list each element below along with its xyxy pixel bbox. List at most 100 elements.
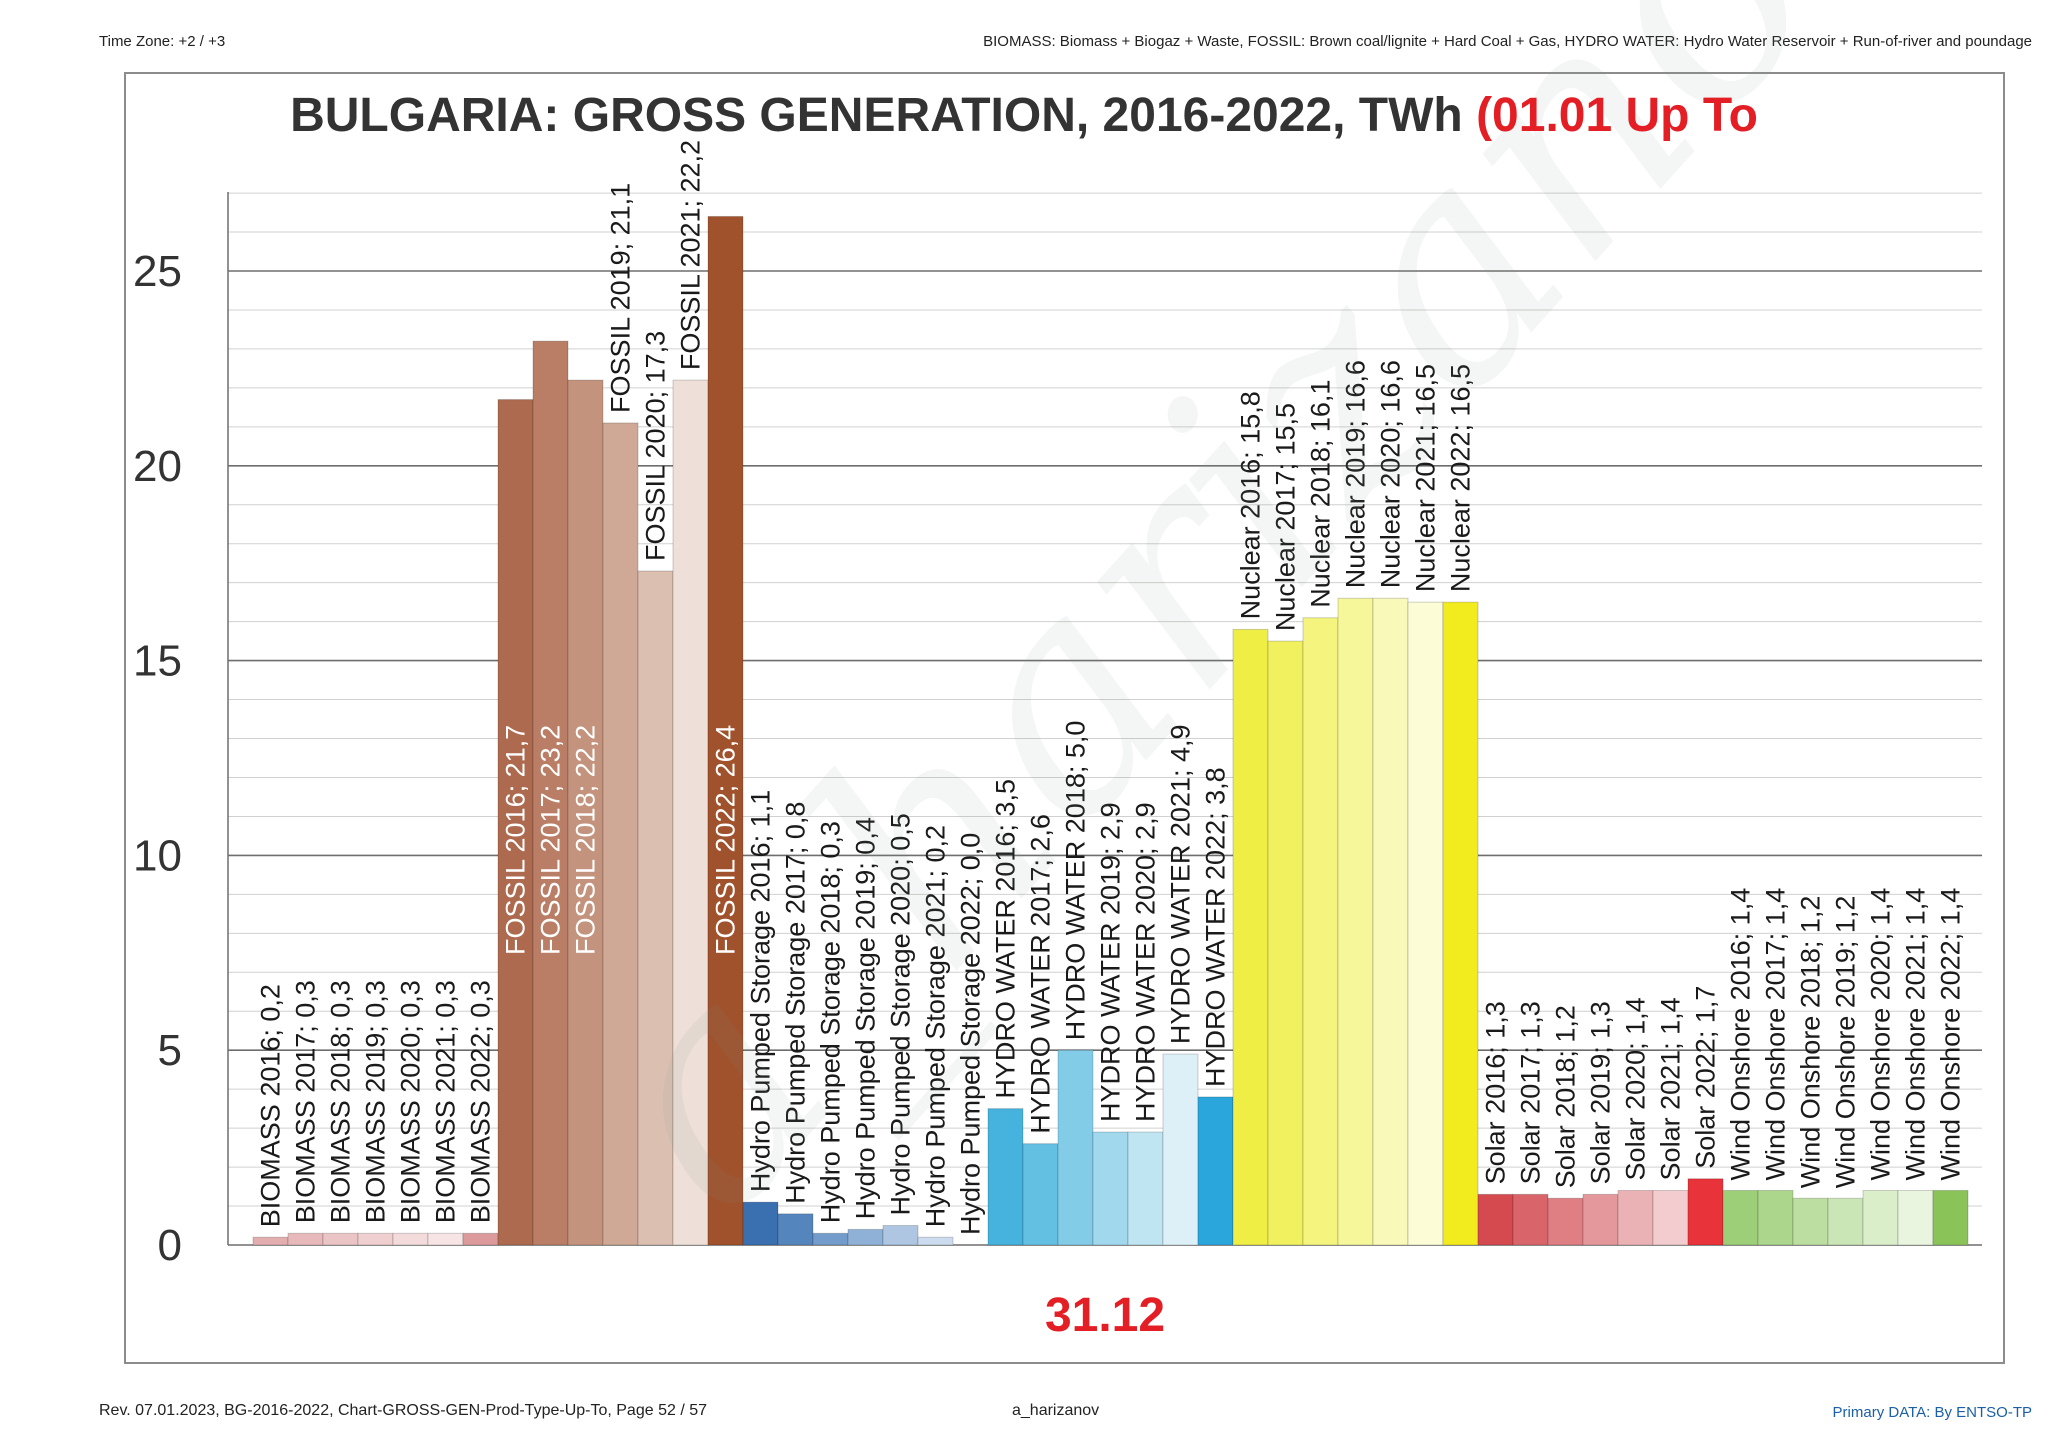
bar-data-label: Nuclear 2022; 16,5 [1446,364,1476,592]
bar [1302,617,1339,1246]
bar [1127,1131,1164,1246]
bar-data-label: Hydro Pumped Storage 2018; 0,3 [816,821,846,1223]
bar [1092,1131,1129,1246]
bar [1022,1143,1059,1246]
bar-data-label: Wind Onshore 2020; 1,4 [1866,888,1896,1181]
bar [532,340,569,1246]
bar-data-label: HYDRO WATER 2021; 4,9 [1166,724,1196,1044]
bar-data-label: Wind Onshore 2021; 1,4 [1901,888,1931,1181]
bar-data-label: BIOMASS 2022; 0,3 [466,980,496,1223]
bar-data-label: Hydro Pumped Storage 2017; 0,8 [781,802,811,1204]
bar [847,1228,884,1246]
bar [497,399,534,1246]
bar-data-label: Hydro Pumped Storage 2016; 1,1 [746,790,776,1192]
bar [672,379,709,1246]
bar-data-label: Hydro Pumped Storage 2020; 0,5 [886,813,916,1215]
bar [1547,1197,1584,1246]
bar [1582,1193,1619,1246]
bar-data-label: FOSSIL 2021; 22,2 [676,140,706,370]
bar-data-label: HYDRO WATER 2019; 2,9 [1096,802,1126,1122]
bar [1407,601,1444,1246]
bar [427,1232,464,1246]
y-tick-label: 25 [133,247,182,296]
bar-data-label: FOSSIL 2019; 21,1 [606,183,636,413]
bar-data-label: Nuclear 2016; 15,8 [1236,391,1266,619]
bar-data-label: Wind Onshore 2016; 1,4 [1726,888,1756,1181]
bar-data-label: Wind Onshore 2017; 1,4 [1761,888,1791,1181]
bar [1477,1193,1514,1246]
bar-data-label: FOSSIL 2016; 21,7 [501,725,531,955]
bar-data-label: Nuclear 2020; 16,6 [1376,360,1406,588]
bar [1162,1053,1199,1246]
bar-data-label: HYDRO WATER 2022; 3,8 [1201,767,1231,1087]
bar-data-label: Solar 2020; 1,4 [1621,997,1651,1180]
y-tick-label: 10 [133,831,182,880]
chart-title-main: BULGARIA: GROSS GENERATION, 2016-2022, T… [290,89,1463,142]
bar [392,1232,429,1246]
bar-data-label: Wind Onshore 2019; 1,2 [1831,896,1861,1189]
bar-data-label: FOSSIL 2020; 17,3 [641,331,671,561]
bar-data-label: Hydro Pumped Storage 2021; 0,2 [921,825,951,1227]
bar-data-label: Hydro Pumped Storage 2019; 0,4 [851,817,881,1219]
bar [707,215,744,1246]
data-source-note: Primary DATA: By ENTSO-TP [1832,1404,2032,1421]
bar [777,1213,814,1246]
bar-data-label: Nuclear 2018; 16,1 [1306,380,1336,608]
bar [1442,601,1479,1246]
bar [1337,597,1374,1246]
bar [882,1225,919,1246]
bar-data-label: HYDRO WATER 2016; 3,5 [991,779,1021,1099]
bar [742,1201,779,1246]
bar-data-label: Solar 2022; 1,7 [1691,986,1721,1169]
bar [1827,1197,1864,1246]
bar [1862,1189,1899,1246]
bar [1232,628,1269,1246]
bar-data-label: BIOMASS 2017; 0,3 [291,980,321,1223]
bar [462,1232,499,1246]
chart-title: BULGARIA: GROSS GENERATION, 2016-2022, T… [0,88,2048,143]
bar [637,570,674,1246]
bar [357,1232,394,1246]
bar-data-label: Nuclear 2019; 16,6 [1341,360,1371,588]
bar-data-label: Wind Onshore 2018; 1,2 [1796,896,1826,1189]
bar [1197,1096,1234,1246]
bar [1932,1189,1969,1246]
bar-data-label: Nuclear 2017; 15,5 [1271,403,1301,631]
bar [1722,1189,1759,1246]
bar [1687,1178,1724,1246]
bar-data-label: Wind Onshore 2022; 1,4 [1936,888,1966,1181]
bar-data-label: BIOMASS 2016; 0,2 [256,984,286,1227]
bar [987,1108,1024,1246]
bar [1512,1193,1549,1246]
bar [1757,1189,1794,1246]
bar-data-label: FOSSIL 2022; 26,4 [711,725,741,955]
bar [322,1232,359,1246]
y-tick-label: 5 [158,1026,182,1075]
bar-data-label: Solar 2019; 1,3 [1586,1001,1616,1184]
bar [1617,1189,1654,1246]
bar-data-label: BIOMASS 2019; 0,3 [361,980,391,1223]
chart-frame [124,72,2005,1364]
chart-title-period: (01.01 Up To [1476,89,1758,142]
bar [1372,597,1409,1246]
period-end-date: 31.12 [1044,1289,1166,1342]
bar [1792,1197,1829,1246]
timezone-note: Time Zone: +2 / +3 [99,33,226,50]
bar-data-label: BIOMASS 2020; 0,3 [396,980,426,1223]
bar-data-label: HYDRO WATER 2018; 5,0 [1061,721,1091,1041]
revision-note: Rev. 07.01.2023, BG-2016-2022, Chart-GRO… [99,1402,707,1419]
bar-data-label: Solar 2018; 1,2 [1551,1005,1581,1188]
bar [252,1236,289,1246]
bar [1652,1189,1689,1246]
bar-data-label: FOSSIL 2017; 23,2 [536,725,566,955]
bar-data-label: BIOMASS 2018; 0,3 [326,980,356,1223]
bar-data-label: HYDRO WATER 2017; 2,6 [1026,814,1056,1134]
bar [812,1232,849,1246]
legend-note: BIOMASS: Biomass + Biogaz + Waste, FOSSI… [983,33,2032,50]
bar-data-label: FOSSIL 2018; 22,2 [571,725,601,955]
bar-data-label: Hydro Pumped Storage 2022; 0,0 [956,833,986,1235]
y-tick-label: 20 [133,442,182,491]
bar [1057,1049,1094,1246]
bar [1897,1189,1934,1246]
